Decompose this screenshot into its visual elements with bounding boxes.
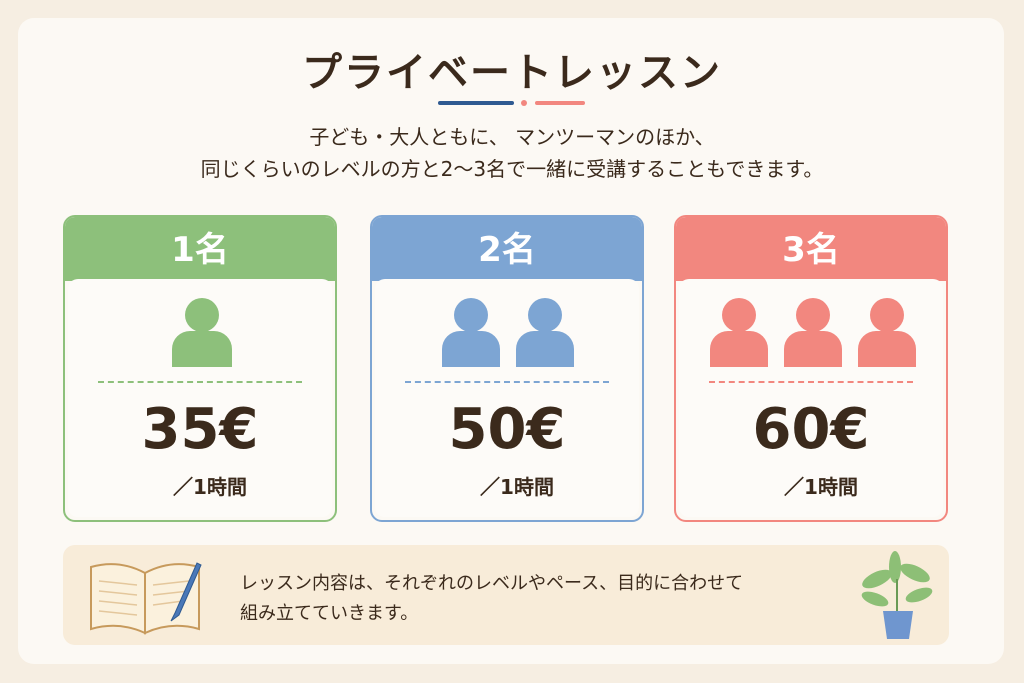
person-icons <box>710 298 916 367</box>
person-icons <box>172 298 232 367</box>
title: プライベートレッスン <box>302 50 722 96</box>
price: 60€ <box>752 397 870 462</box>
divider <box>709 381 913 383</box>
card: 2名 50€ ／1時間 <box>370 215 644 522</box>
card-label: 1名 <box>65 217 335 281</box>
intro-line: 同じくらいのレベルの方と2〜3名で一緒に受講することもできます。 <box>200 157 824 181</box>
note-line: 組み立てていきます。 <box>240 603 419 624</box>
card-label: 3名 <box>676 217 946 281</box>
card-label: 2名 <box>372 217 642 281</box>
note-box: レッスン内容は、それぞれのレベルやペース、目的に合わせて 組み立てていきます。 <box>63 545 949 645</box>
unit: ／1時間 <box>784 475 858 499</box>
unit: ／1時間 <box>173 475 247 499</box>
price: 50€ <box>448 397 566 462</box>
unit: ／1時間 <box>480 475 554 499</box>
card: 3名 60€ ／1時間 <box>674 215 948 522</box>
card-body: 35€ ／1時間 <box>68 279 332 517</box>
book-icon <box>90 562 202 635</box>
price: 35€ <box>141 397 259 462</box>
card: 1名 35€ ／1時間 <box>63 215 337 522</box>
intro-line: 子ども・大人ともに、 マンツーマンのほか、 <box>309 125 715 149</box>
divider <box>98 381 302 383</box>
note-line: レッスン内容は、それぞれのレベルやペース、目的に合わせて <box>240 573 744 594</box>
title-divider <box>438 100 585 106</box>
person-icons <box>442 298 574 367</box>
divider <box>405 381 609 383</box>
card-body: 60€ ／1時間 <box>679 279 943 517</box>
plant-icon <box>861 551 933 639</box>
card-body: 50€ ／1時間 <box>375 279 639 517</box>
